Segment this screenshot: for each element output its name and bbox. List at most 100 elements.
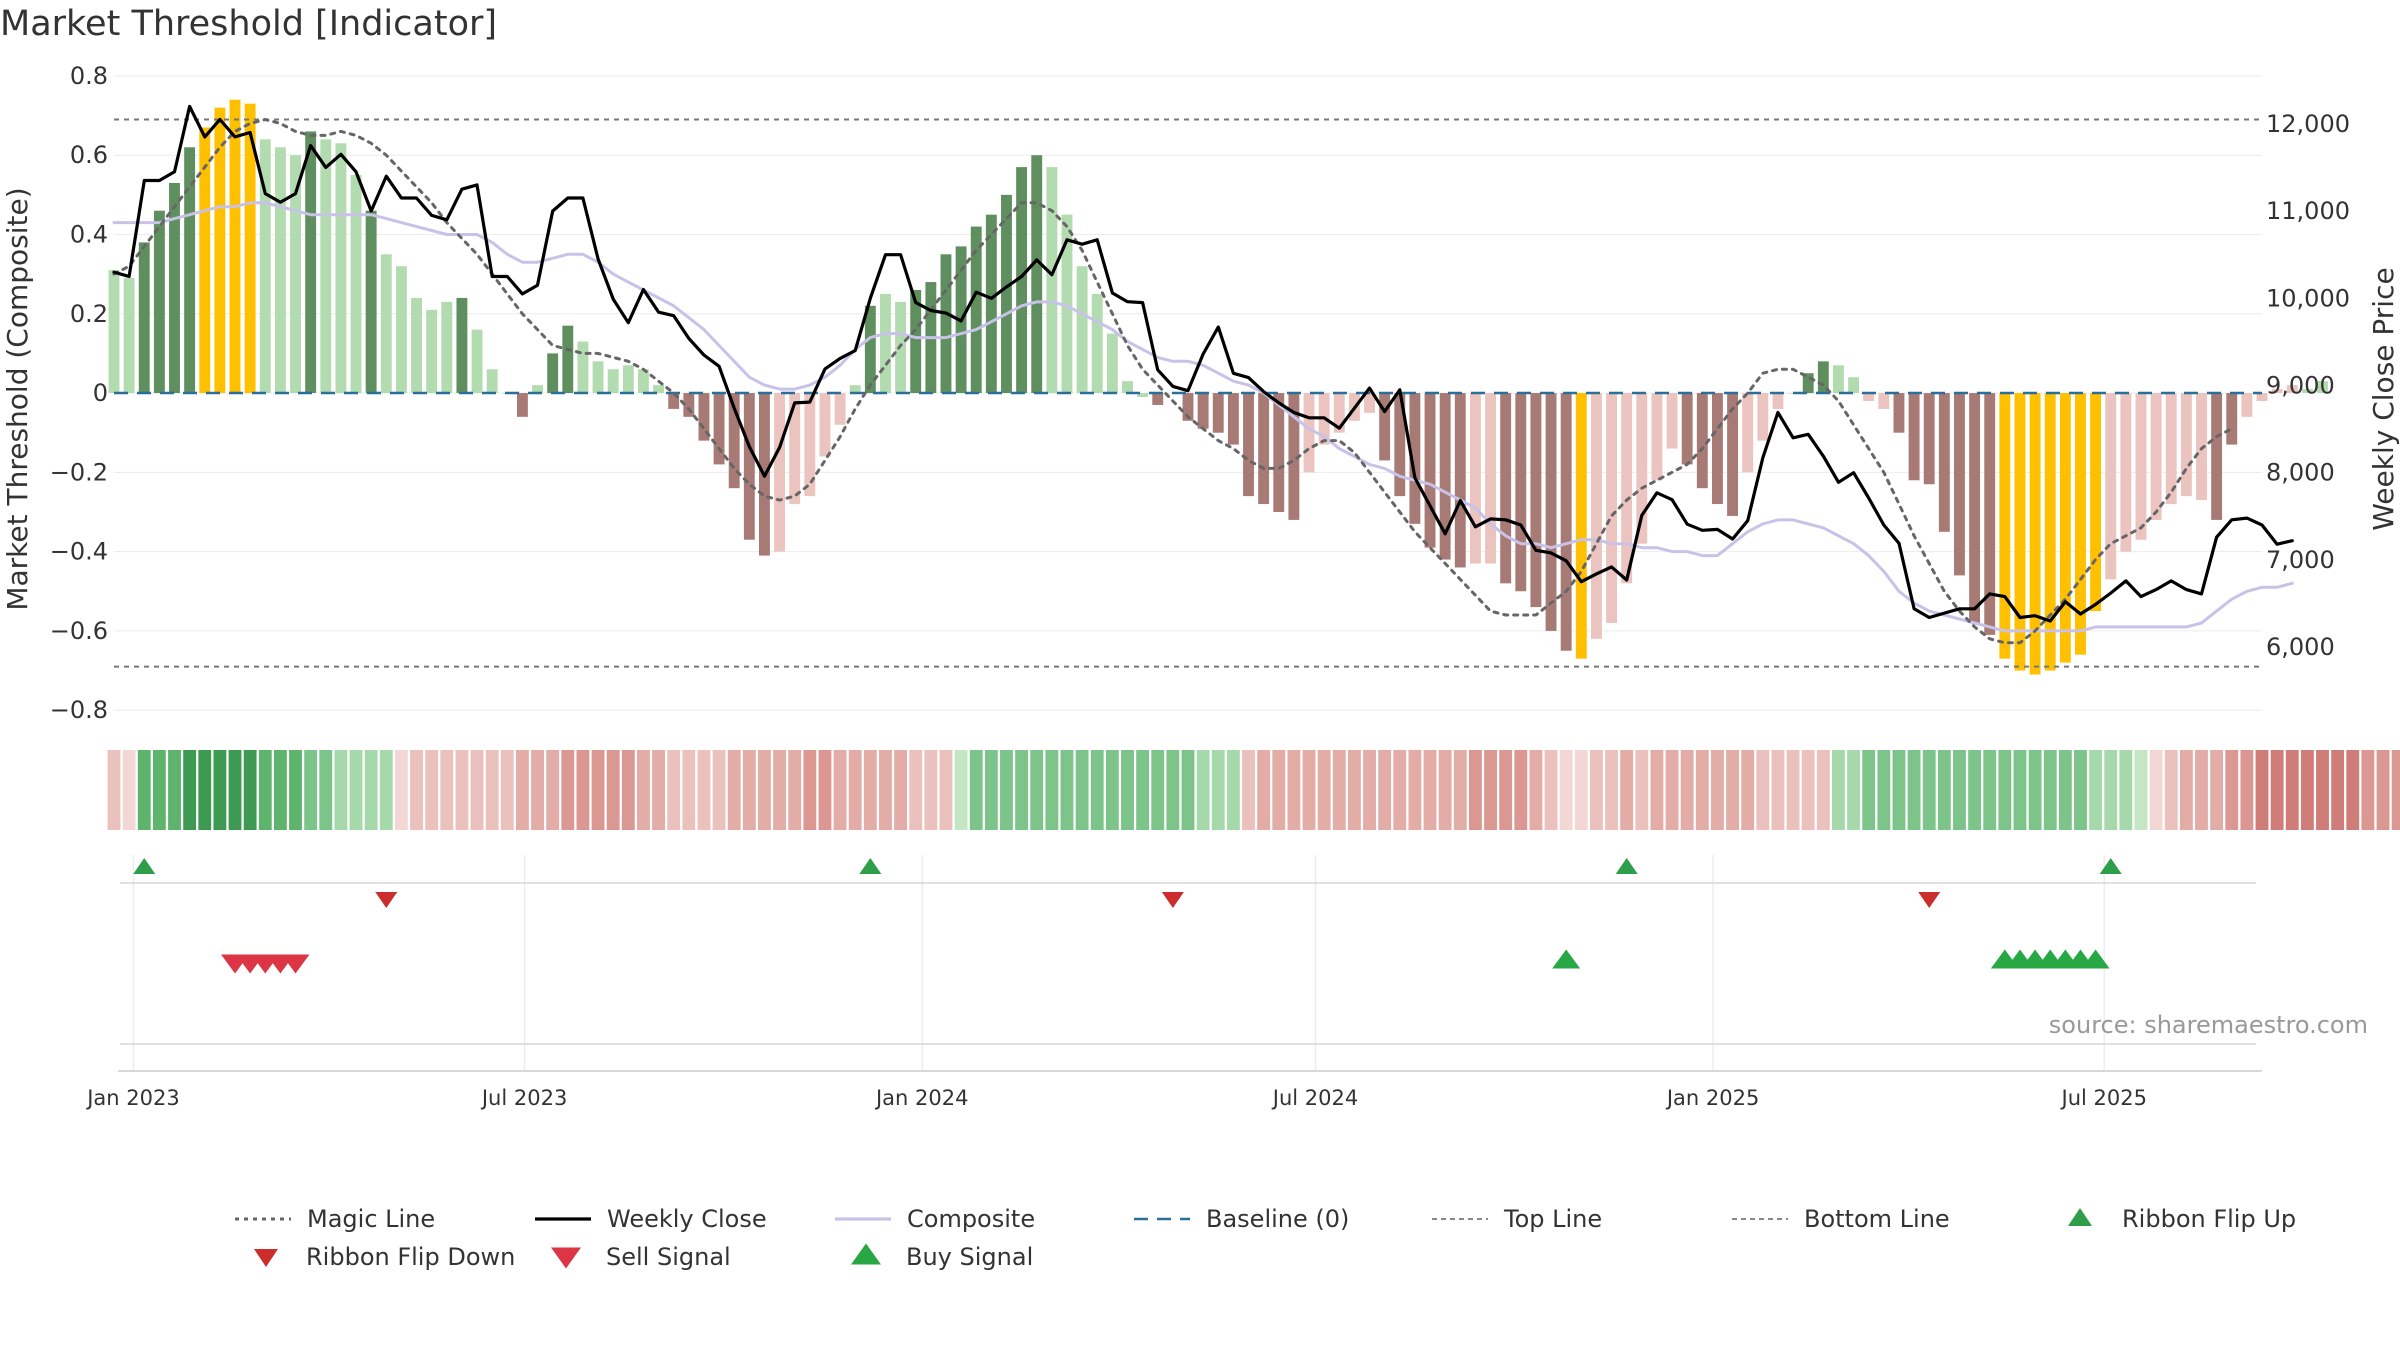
- y2-tick-label: 11,000: [2266, 197, 2350, 225]
- ribbon-cell: [1771, 750, 1785, 830]
- y-tick-label: 0.4: [70, 220, 108, 248]
- ribbon-cell: [1847, 750, 1861, 830]
- composite-bar: [1696, 393, 1708, 489]
- ribbon-cell: [924, 750, 938, 830]
- ribbon-cell: [1680, 750, 1694, 830]
- ribbon-cell: [667, 750, 681, 830]
- ribbon-cell: [273, 750, 287, 830]
- ribbon-cell: [1574, 750, 1588, 830]
- composite-bar: [1878, 393, 1890, 409]
- ribbon-cell: [2043, 750, 2057, 830]
- ribbon-cell: [621, 750, 635, 830]
- ribbon-cell: [1317, 750, 1331, 830]
- ribbon-cell: [682, 750, 696, 830]
- composite-bar: [290, 155, 301, 394]
- composite-bar: [169, 182, 180, 394]
- composite-bar: [199, 127, 211, 394]
- composite-bar: [1046, 167, 1058, 394]
- legend-label: Top Line: [1503, 1205, 1602, 1233]
- ribbon-cell: [228, 750, 242, 830]
- ribbon-cell: [939, 750, 953, 830]
- composite-bar: [1197, 393, 1209, 429]
- composite-bar: [1333, 393, 1345, 433]
- ribbon-cell: [1000, 750, 1013, 830]
- ribbon-cell: [2300, 750, 2314, 830]
- composite-bar: [259, 139, 271, 394]
- y-tick-label: −0.8: [50, 696, 108, 724]
- composite-bar: [380, 254, 392, 394]
- ribbon-cell: [470, 750, 484, 830]
- composite-bar: [2256, 393, 2268, 401]
- composite-bar: [2196, 393, 2207, 501]
- y2-tick-label: 10,000: [2266, 284, 2350, 312]
- composite-bar: [1227, 393, 1239, 445]
- ribbon-cell: [2195, 750, 2208, 830]
- ribbon-cell: [984, 750, 998, 830]
- ribbon-cell: [410, 750, 423, 830]
- legend-label: Sell Signal: [606, 1243, 731, 1271]
- composite-bar: [1364, 393, 1375, 413]
- ribbon-cell: [1468, 750, 1482, 830]
- composite-bar: [2317, 381, 2328, 394]
- y-tick-label: 0.8: [70, 62, 108, 90]
- composite-bar: [2029, 393, 2041, 675]
- ribbon-cell: [1907, 750, 1921, 830]
- ribbon-cell: [1453, 750, 1467, 830]
- ribbon-cell: [1801, 750, 1815, 830]
- buy-signal-marker: [1552, 949, 1581, 969]
- composite-bar: [1772, 393, 1784, 409]
- ribbon-cell: [1711, 750, 1724, 830]
- composite-bar: [622, 365, 634, 394]
- ribbon-cell: [561, 750, 575, 830]
- ribbon-cell: [2104, 750, 2118, 830]
- magic-line: [112, 118, 2234, 645]
- ribbon-flip-up-marker: [859, 858, 882, 874]
- y-tick-label: 0.6: [70, 141, 108, 169]
- ribbon-cell: [2361, 750, 2375, 830]
- ribbon-flip-down-marker: [1161, 892, 1184, 908]
- composite-bar: [2241, 393, 2253, 417]
- composite-bar: [1122, 381, 1133, 394]
- ribbon-cell: [1968, 750, 1982, 830]
- ribbon-cell: [152, 750, 166, 830]
- composite-bar: [1258, 393, 1270, 505]
- composite-bar: [985, 214, 997, 394]
- ribbon-cell: [500, 750, 514, 830]
- ribbon-cell: [2391, 750, 2400, 830]
- ribbon-cell: [2225, 750, 2239, 830]
- ribbon-cell: [1136, 750, 1150, 830]
- composite-bar: [607, 369, 619, 394]
- y2-tick-label: 8,000: [2266, 459, 2335, 487]
- composite-bar: [1984, 393, 1996, 635]
- composite-bar: [1288, 393, 1300, 520]
- ribbon-cell: [1695, 750, 1709, 830]
- ribbon-cell: [1226, 750, 1240, 830]
- buy-signal-marker: [2081, 949, 2110, 969]
- composite-bar: [880, 293, 891, 394]
- ribbon-cell: [1287, 750, 1301, 830]
- composite-bar: [1500, 393, 1512, 584]
- ribbon-cell: [1620, 750, 1634, 830]
- ribbon-cell: [1423, 750, 1437, 830]
- composite-bar: [1681, 393, 1693, 465]
- ribbon-cell: [1090, 750, 1104, 830]
- ribbon-cell: [591, 750, 605, 830]
- ribbon-cell: [1181, 750, 1195, 830]
- composite-bar: [1621, 393, 1633, 584]
- x-tick-label: Jan 2024: [874, 1086, 969, 1110]
- composite-bar: [395, 266, 407, 394]
- y-tick-label: 0.2: [70, 300, 108, 328]
- ribbon-cell: [183, 750, 197, 830]
- y-tick-label: −0.2: [50, 458, 108, 486]
- composite-bar: [1636, 393, 1648, 544]
- ribbon-cell: [1484, 750, 1497, 830]
- ribbon-cell: [379, 750, 393, 830]
- composite-bar: [1182, 393, 1194, 421]
- ribbon-cell: [1816, 750, 1830, 830]
- ribbon-cell: [1121, 750, 1134, 830]
- composite-bar: [1091, 293, 1103, 394]
- ribbon-cell: [2240, 750, 2254, 830]
- ribbon-cell: [2013, 750, 2027, 830]
- composite-bar: [1424, 393, 1436, 548]
- composite-bar: [2211, 393, 2223, 520]
